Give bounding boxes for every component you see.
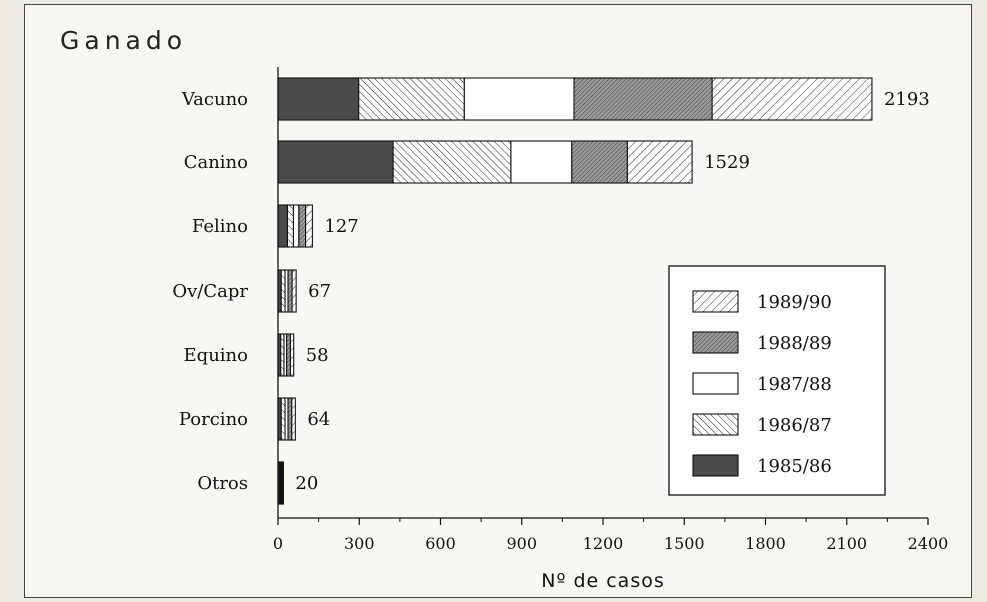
category-label-equino: Equino bbox=[184, 345, 248, 366]
total-label-vacuno: 2193 bbox=[884, 89, 930, 110]
total-label-felino: 127 bbox=[324, 216, 358, 237]
bar-segment-porcino-1986-87 bbox=[280, 397, 286, 441]
x-tick-label: 1800 bbox=[745, 534, 786, 553]
total-label-otros: 20 bbox=[295, 473, 318, 494]
x-tick-label: 2400 bbox=[908, 534, 949, 553]
bar-segment-canino-1985-86 bbox=[277, 140, 394, 184]
category-label-vacuno: Vacuno bbox=[181, 89, 248, 110]
legend-label-1987-88: 1987/88 bbox=[757, 374, 832, 395]
bar-segment-porcino-1988-89 bbox=[287, 397, 293, 441]
bar-segment-porcino-1989-90 bbox=[291, 397, 296, 441]
legend: 1989/90 1988/89 1987/88 1986/87 1985/86 bbox=[668, 265, 886, 496]
bars-group: Vacuno 2193 Canino 1529 Felino 127 Ov/Capr 67 Eq… bbox=[172, 77, 930, 505]
bar-segment-canino-1986-87 bbox=[392, 140, 512, 184]
chart-frame: Ganado Vacuno 2193 Canino 1529 Felino 127 Ov/C… bbox=[24, 4, 972, 598]
legend-swatch-1985-86 bbox=[692, 454, 739, 477]
total-label-porcino: 64 bbox=[307, 409, 330, 430]
total-label-canino: 1529 bbox=[704, 152, 750, 173]
bar-segment-vacuno-1989-90 bbox=[711, 77, 873, 121]
bar-segment-ov-capr-1988-89 bbox=[287, 269, 293, 313]
bar-segment-canino-1989-90 bbox=[626, 140, 693, 184]
category-label-canino: Canino bbox=[184, 152, 248, 173]
category-label-otros: Otros bbox=[197, 473, 248, 494]
stacked-bar-chart: Ganado Vacuno 2193 Canino 1529 Felino 127 Ov/C… bbox=[60, 26, 948, 592]
bar-segment-equino-1988-89 bbox=[286, 333, 292, 377]
category-label-felino: Felino bbox=[192, 216, 248, 237]
x-axis-title: Nº de casos bbox=[541, 570, 665, 592]
legend-label-1988-89: 1988/89 bbox=[757, 333, 832, 354]
bar-segment-vacuno-1986-87 bbox=[358, 77, 465, 121]
chart-title: Ganado bbox=[60, 26, 187, 55]
bar-segment-vacuno-1987-88 bbox=[463, 77, 575, 121]
bar-segment-felino-1985-86 bbox=[277, 204, 289, 248]
x-tick-label: 900 bbox=[506, 534, 537, 553]
bar-segment-canino-1988-89 bbox=[571, 140, 628, 184]
legend-label-1989-90: 1989/90 bbox=[757, 292, 832, 313]
x-tick-label: 600 bbox=[425, 534, 456, 553]
x-tick-label: 1200 bbox=[583, 534, 624, 553]
bar-segment-vacuno-1985-86 bbox=[277, 77, 360, 121]
legend-label-1986-87: 1986/87 bbox=[757, 415, 832, 436]
x-tick-label: 2100 bbox=[826, 534, 867, 553]
bar-segment-ov-capr-1986-87 bbox=[280, 269, 286, 313]
legend-swatch-1989-90 bbox=[692, 290, 739, 313]
x-tick-label: 300 bbox=[344, 534, 375, 553]
category-label-porcino: Porcino bbox=[179, 409, 248, 430]
bar-segment-ov-capr-1989-90 bbox=[291, 269, 297, 313]
x-axis: 0 300 600 900 1200 1500 1800 2100 2400 bbox=[273, 67, 948, 553]
bar-segment-otros-1989-90 bbox=[282, 461, 284, 505]
legend-swatch-1988-89 bbox=[692, 331, 739, 354]
category-label-ov-capr: Ov/Capr bbox=[172, 281, 248, 302]
total-label-ov-capr: 67 bbox=[308, 281, 331, 302]
legend-swatch-1987-88 bbox=[692, 372, 739, 395]
legend-label-1985-86: 1985/86 bbox=[757, 456, 832, 477]
legend-swatch-1986-87 bbox=[692, 413, 739, 436]
bar-segment-felino-1989-90 bbox=[305, 204, 313, 248]
bar-segment-canino-1987-88 bbox=[510, 140, 573, 184]
bar-segment-felino-1986-87 bbox=[286, 204, 294, 248]
bar-segment-equino-1989-90 bbox=[289, 333, 295, 377]
x-tick-label: 1500 bbox=[664, 534, 705, 553]
bar-segment-felino-1988-89 bbox=[298, 204, 307, 248]
total-label-equino: 58 bbox=[306, 345, 329, 366]
bar-segment-vacuno-1988-89 bbox=[573, 77, 713, 121]
bar-segment-felino-1987-88 bbox=[292, 204, 300, 248]
x-tick-label: 0 bbox=[273, 534, 283, 553]
